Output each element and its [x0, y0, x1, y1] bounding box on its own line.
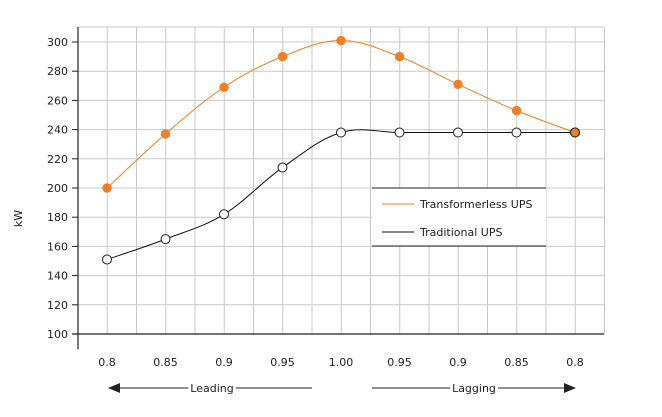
y-tick-label: 280	[47, 65, 68, 78]
x-tick-label: 0.95	[270, 356, 295, 369]
label-halo	[450, 382, 498, 395]
transformerless-ups-point	[336, 35, 346, 46]
overlap-point	[570, 127, 580, 138]
label-halo	[188, 382, 236, 395]
y-tick-label: 240	[47, 124, 68, 137]
y-tick-label: 140	[47, 270, 68, 283]
transformerless-ups-point	[511, 105, 522, 116]
x-tick-label: 0.9	[449, 356, 467, 369]
legend-box	[372, 188, 546, 246]
lagging-arrow-head	[564, 383, 576, 393]
legend: Transformerless UPS Traditional UPS	[372, 187, 546, 247]
traditional-ups-point	[511, 127, 522, 138]
x-tick-label: 0.8	[566, 356, 584, 369]
traditional-ups-point	[336, 127, 346, 138]
leading-label: Leading	[190, 382, 233, 395]
y-tick-label: 180	[47, 211, 68, 224]
transformerless-ups-point	[160, 129, 171, 139]
y-tick-label: 160	[47, 240, 68, 253]
x-tick-label: 0.8	[98, 356, 116, 369]
x-tick-labels: 0.8 0.85 0.9 0.95 1.00 0.95 0.9 0.85 0.8	[98, 356, 584, 369]
legend-label: Traditional UPS	[419, 226, 502, 239]
traditional-ups-point	[453, 127, 463, 138]
y-tick-label: 100	[47, 328, 68, 341]
traditional-ups-point	[219, 209, 229, 220]
traditional-ups-point	[277, 162, 288, 173]
leading-arrow-head	[108, 383, 120, 393]
transformerless-ups-point	[453, 79, 463, 90]
legend-label: Transformerless UPS	[419, 198, 532, 211]
x-tick-label: 0.85	[504, 356, 529, 369]
y-axis-label: kW	[12, 210, 25, 227]
axes	[72, 27, 604, 349]
transformerless-ups-point	[102, 183, 112, 193]
direction-indicators: Leading Lagging	[108, 382, 576, 395]
x-tick-label: 1.00	[329, 356, 354, 369]
y-tick-label: 120	[47, 299, 68, 312]
y-tick-labels: 100 120 140 160 180 200 220 240 260 280 300	[47, 36, 68, 341]
x-tick-label: 0.95	[387, 356, 412, 369]
transformerless-ups-point	[277, 51, 288, 62]
x-tick-label: 0.85	[153, 356, 178, 369]
series-group	[102, 35, 580, 265]
traditional-ups-point	[160, 234, 171, 245]
transformerless-ups-point	[394, 51, 405, 62]
traditional-ups-point	[102, 254, 112, 265]
y-tick-label: 200	[47, 182, 68, 195]
transformerless-ups-point	[219, 82, 229, 92]
y-tick-label: 300	[47, 36, 68, 49]
grid-lines	[78, 26, 605, 335]
y-tick-label: 220	[47, 153, 68, 166]
x-tick-label: 0.9	[215, 356, 233, 369]
y-tick-label: 260	[47, 94, 68, 107]
traditional-ups-point	[394, 127, 405, 138]
lagging-label: Lagging	[452, 382, 496, 395]
